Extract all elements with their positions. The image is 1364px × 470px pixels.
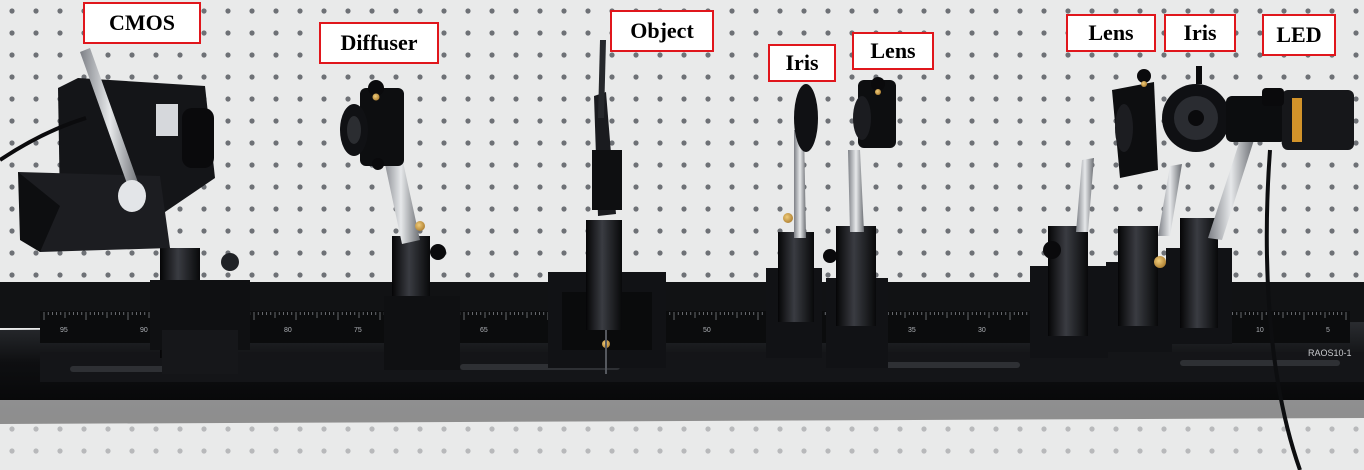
rail-scale-number: 95 <box>60 327 68 334</box>
rail-scale-number: 35 <box>908 327 916 334</box>
object-holder <box>548 40 666 374</box>
iris-diaphragm-2 <box>1106 66 1230 352</box>
rail-scale-number: 80 <box>284 327 292 334</box>
iris-diaphragm-1 <box>766 84 822 358</box>
diffuser-mount <box>340 80 460 370</box>
lens-mount-1 <box>823 77 896 368</box>
led-source <box>1166 88 1354 470</box>
rail-scale-numbers: 95 90 80 75 65 50 35 30 10 5 <box>60 327 1330 334</box>
label-object: Object <box>610 10 714 52</box>
rail-scale-number: 90 <box>140 327 148 334</box>
label-diffuser: Diffuser <box>319 22 439 64</box>
label-cmos: CMOS <box>83 2 201 44</box>
rail-scale-number: 75 <box>354 327 362 334</box>
rail-scale-number: 10 <box>1256 327 1264 334</box>
rail-model-plate: RAOS10-1 <box>1308 348 1352 358</box>
label-lens-2: Lens <box>1066 14 1156 52</box>
rail-scale-number: 65 <box>480 327 488 334</box>
label-lens-1: Lens <box>852 32 934 70</box>
rail-scale-number: 50 <box>703 327 711 334</box>
label-led: LED <box>1262 14 1336 56</box>
cmos-camera <box>0 48 250 374</box>
label-iris-2: Iris <box>1164 14 1236 52</box>
rail-scale-number: 30 <box>978 327 986 334</box>
label-iris-1: Iris <box>768 44 836 82</box>
lens-mount-2 <box>1030 69 1158 358</box>
rail-scale-number: 5 <box>1326 327 1330 334</box>
